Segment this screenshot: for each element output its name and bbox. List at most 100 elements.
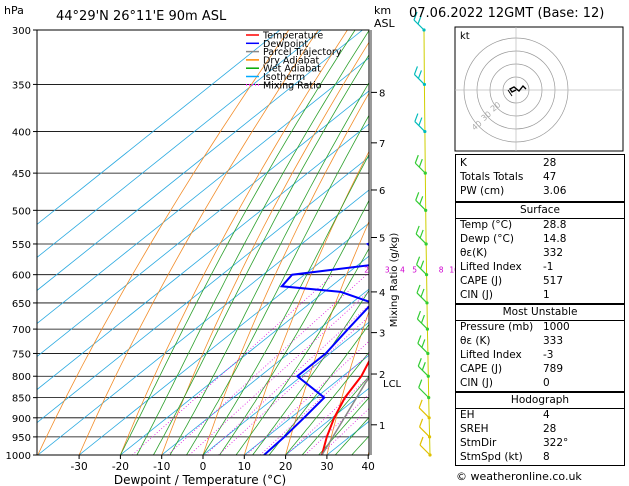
wind-barb xyxy=(419,418,432,439)
mu-value: 0 xyxy=(543,377,550,389)
wet-adiabat xyxy=(285,351,369,455)
mixing-ratio-label: 3 xyxy=(385,266,390,275)
wind-barb-flag xyxy=(416,284,421,294)
legend-label: Parcel Trajectory xyxy=(263,47,342,58)
pressure-tick-label: 1000 xyxy=(6,451,31,462)
hodograph-title: Hodograph xyxy=(510,394,570,406)
wind-barb-staff xyxy=(418,387,430,399)
dry-adiabat xyxy=(120,30,348,455)
dry-adiabat xyxy=(202,92,369,455)
temperature-tick-label: 20 xyxy=(279,461,292,473)
wind-barb-flag xyxy=(420,288,425,298)
dry-adiabat xyxy=(161,41,369,455)
mixing-ratio-line xyxy=(167,274,367,455)
wind-barb xyxy=(416,310,430,331)
hodo-value: 8 xyxy=(543,451,550,463)
pressure-tick-label: 400 xyxy=(12,128,31,139)
wind-barb-flag xyxy=(413,11,418,21)
wind-barb-flag xyxy=(417,70,422,79)
wind-barb-flag xyxy=(419,436,424,446)
wind-barb xyxy=(416,284,429,305)
mu-label: CIN (J) xyxy=(460,377,493,389)
legend-label: Temperature xyxy=(262,31,323,42)
temperature-tick-label: 40 xyxy=(362,461,375,473)
wet-adiabat xyxy=(235,247,369,455)
wind-barb-flag xyxy=(421,339,426,348)
wet-adiabat xyxy=(202,153,369,455)
wind-barb-staff xyxy=(418,407,430,419)
mu-value: -3 xyxy=(543,349,554,361)
isotherm xyxy=(37,123,369,391)
hodo-label: SREH xyxy=(460,423,489,435)
mixing-ratio-label: 2 xyxy=(364,266,369,275)
wind-barb xyxy=(418,379,431,400)
wind-barb-dot xyxy=(425,301,429,305)
wind-barb-dot xyxy=(425,327,430,331)
legend-label: Mixing Ratio xyxy=(263,80,322,91)
pressure-tick-label: 600 xyxy=(12,271,31,282)
mixing-ratio-line xyxy=(246,340,369,455)
mixing-ratio-label: 4 xyxy=(400,266,405,275)
surface-value: -1 xyxy=(543,261,554,273)
surface-label: CIN (J) xyxy=(460,289,493,301)
wind-barb xyxy=(417,335,430,356)
wind-barb-flag xyxy=(415,192,420,201)
wind-barb-flag xyxy=(417,358,422,367)
wet-adiabat xyxy=(318,397,369,455)
wind-barb-flag xyxy=(421,362,426,371)
temperature-tick-label: -20 xyxy=(112,461,129,473)
isotherm xyxy=(202,321,369,455)
pressure-tick-label: 550 xyxy=(12,240,31,251)
index-value: 3.06 xyxy=(543,185,567,197)
wind-barb xyxy=(418,399,431,420)
hodograph-unit-label: kt xyxy=(460,31,470,42)
isotherm xyxy=(37,156,369,424)
location-title: 44°29'N 26°11'E 90m ASL xyxy=(56,9,227,24)
dry-adiabat xyxy=(37,30,290,455)
surface-title: Surface xyxy=(519,204,560,216)
wind-barb xyxy=(419,436,432,457)
wet-adiabat xyxy=(186,114,369,455)
isotherm xyxy=(78,222,369,455)
date-title: 07.06.2022 12GMT (Base: 12) xyxy=(409,6,605,21)
mu-value: 333 xyxy=(543,335,564,347)
pressure-tick-label: 950 xyxy=(12,433,31,444)
wind-barb-dot xyxy=(422,82,427,87)
wind-barb-staff xyxy=(419,444,431,456)
legend-label: Wet Adiabat xyxy=(263,64,321,75)
hpa-label: hPa xyxy=(4,4,24,17)
indices-table: K 28 Totals Totals 47 PW (cm) 3.06 xyxy=(455,154,625,202)
surface-value: 28.8 xyxy=(543,219,567,231)
wind-barb-flag xyxy=(418,117,423,126)
surface-value: 1 xyxy=(543,289,550,301)
wind-barb-flag xyxy=(419,229,424,239)
wind-barb-dot xyxy=(426,374,430,378)
isotherm xyxy=(37,30,281,225)
hodo-value: 28 xyxy=(543,423,557,435)
altitude-tick-label: 7 xyxy=(379,139,385,150)
pressure-tick-label: 700 xyxy=(12,325,31,336)
wind-barb-flag xyxy=(418,379,423,388)
copyright[interactable]: © weatheronline.co.uk xyxy=(456,470,582,483)
wind-barb-flag xyxy=(416,310,421,320)
wind-barb-staff xyxy=(417,318,428,330)
wind-barb-flag xyxy=(420,260,425,269)
wind-barb-dot xyxy=(424,208,428,212)
most-unstable-table: Most Unstable Pressure (mb) 1000 θε (K) 33… xyxy=(455,304,625,392)
altitude-tick-label: 5 xyxy=(379,233,385,244)
wet-adiabat xyxy=(301,375,369,455)
mu-label: θε (K) xyxy=(460,335,491,347)
surface-value: 517 xyxy=(543,275,564,287)
surface-table: Surface Temp (°C) 28.8 Dewp (°C) 14.8 θε(K… xyxy=(455,202,625,304)
wind-barb-dot xyxy=(423,129,427,134)
temperature-tick-label: 10 xyxy=(238,461,251,473)
wind-barb-dot xyxy=(426,351,430,356)
isotherm xyxy=(244,354,369,455)
isotherm xyxy=(37,189,369,455)
mixing-ratio-axis-label: Mixing Ratio (g/kg) xyxy=(389,233,400,328)
isotherm xyxy=(37,30,322,258)
asl-label: ASL xyxy=(374,17,396,30)
mixing-ratio-label: 10 xyxy=(449,266,459,275)
wind-barb-staff xyxy=(417,343,429,354)
